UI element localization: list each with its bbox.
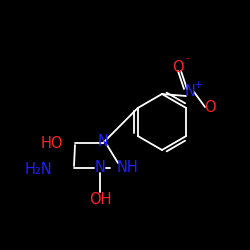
Text: N: N — [94, 160, 106, 176]
Text: N: N — [98, 134, 108, 150]
Text: H₂N: H₂N — [24, 162, 52, 178]
Text: N: N — [184, 84, 196, 100]
Text: O: O — [172, 60, 184, 76]
Text: NH: NH — [117, 160, 139, 176]
Text: +: + — [193, 80, 203, 90]
Text: O: O — [204, 100, 216, 114]
Text: ⁻: ⁻ — [184, 56, 190, 66]
Text: HO: HO — [41, 136, 63, 150]
Text: OH: OH — [89, 192, 111, 208]
